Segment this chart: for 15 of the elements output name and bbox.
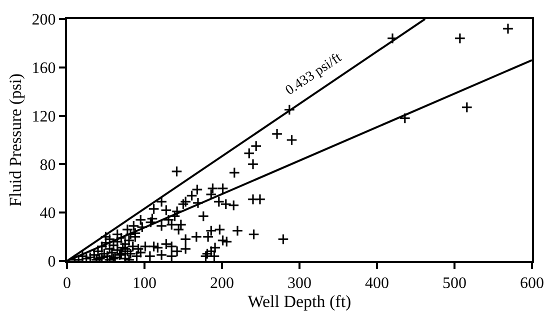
x-tick-label: 100 (132, 275, 156, 292)
x-axis-title: Well Depth (ft) (248, 292, 352, 312)
y-axis-title: Fluid Pressure (psi) (6, 73, 25, 207)
y-tick-label: 200 (32, 12, 56, 29)
y-tick-label: 40 (40, 205, 56, 222)
x-tick-label: 200 (210, 275, 234, 292)
y-tick-label: 0 (48, 254, 56, 271)
x-tick-label: 400 (365, 275, 389, 292)
x-tick-label: 600 (520, 275, 544, 292)
y-tick-label: 80 (40, 156, 56, 174)
x-tick-label: 300 (288, 275, 312, 292)
y-tick-label: 120 (32, 108, 56, 126)
x-tick-label: 500 (442, 275, 466, 292)
x-tick-label: 0 (63, 275, 71, 292)
y-tick-label: 160 (32, 60, 56, 77)
